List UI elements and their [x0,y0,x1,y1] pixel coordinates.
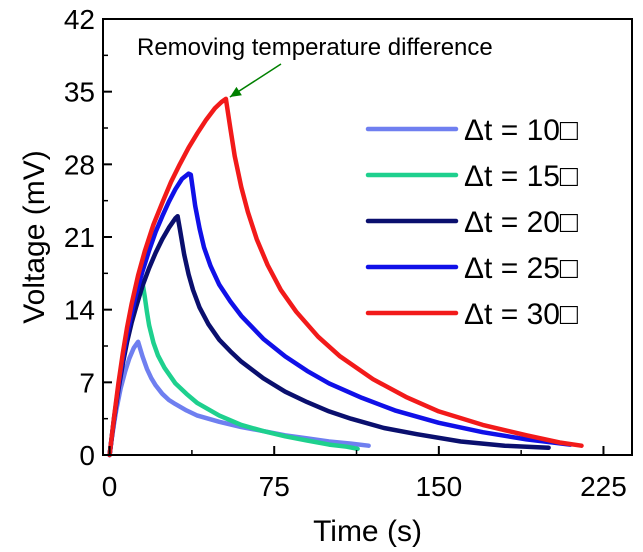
series-line-3 [107,213,551,458]
x-tick-label: 150 [415,471,462,502]
annotation-text: Removing temperature difference [137,34,493,61]
annotation-arrowhead [229,86,242,98]
legend-label: Δt = 10□ [464,114,579,147]
y-axis-title: Voltage (mV) [18,150,51,323]
legend-label: Δt = 15□ [464,160,579,193]
y-tick-label: 0 [79,440,95,471]
plot-lines [107,96,584,458]
y-tick-label: 28 [64,149,95,180]
y-tick-label: 42 [64,4,95,35]
x-tick-label: 225 [580,471,627,502]
legend-label: Δt = 25□ [464,252,579,285]
y-tick-label: 21 [64,222,95,253]
series-line-5 [107,96,584,458]
legend-label: Δt = 20□ [464,206,579,239]
x-tick-label: 0 [102,471,118,502]
legend-label: Δt = 30□ [464,298,579,331]
x-axis-title: Time (s) [313,515,422,548]
y-tick-label: 14 [64,295,95,326]
annotation: Removing temperature difference [137,34,493,98]
y-tick-label: 7 [79,367,95,398]
legend: Δt = 10□ Δt = 15□ Δt = 20□ Δt = 25□ Δt = 30□ [365,114,579,331]
x-tick-label: 75 [259,471,290,502]
y-tick-label: 35 [64,77,95,108]
axis-ticks: 0 75 150 225 0 7 14 21 28 35 42 [64,4,627,502]
